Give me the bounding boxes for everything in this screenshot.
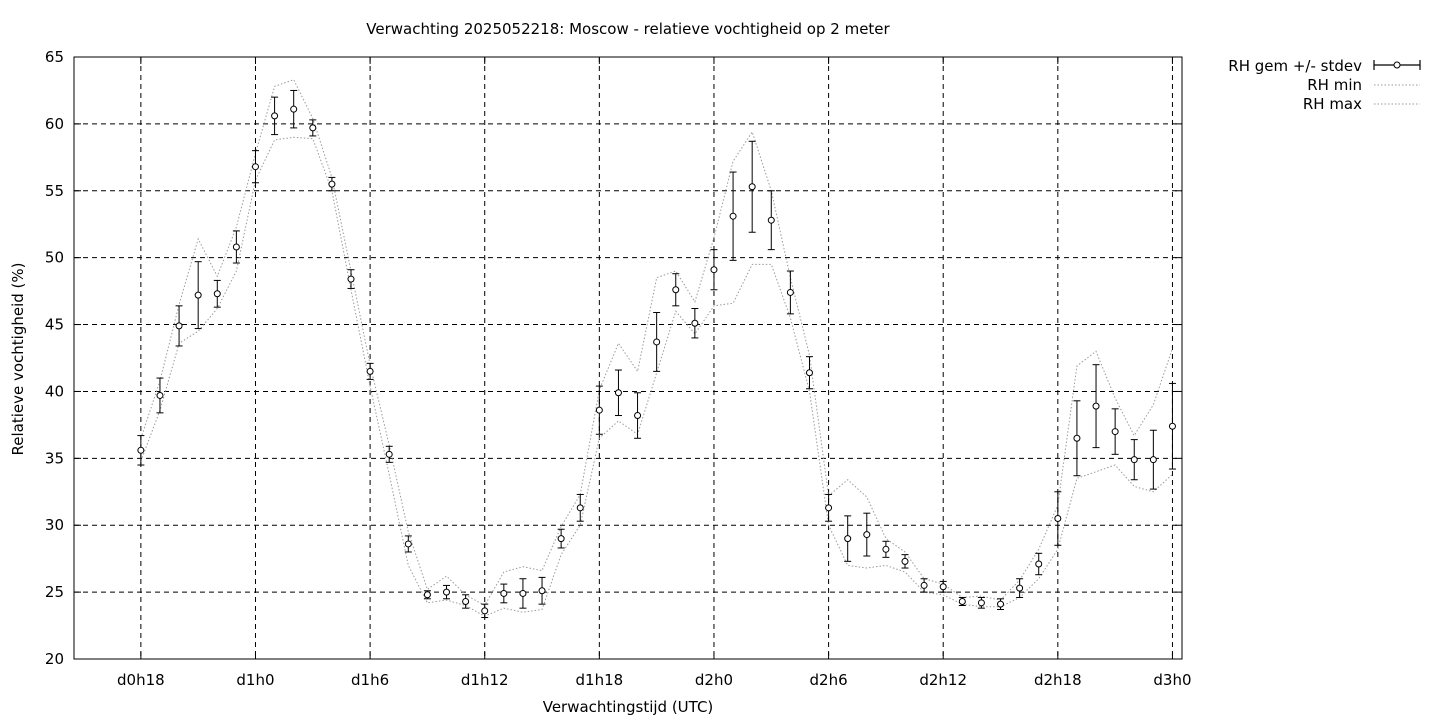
mean-point bbox=[997, 600, 1005, 608]
mean-point bbox=[557, 535, 565, 543]
mean-point bbox=[901, 557, 909, 565]
mean-point bbox=[672, 286, 680, 294]
legend-item-max: RH max bbox=[1303, 95, 1420, 113]
x-tick-label: d1h18 bbox=[576, 671, 624, 689]
mean-point bbox=[691, 319, 699, 327]
mean-point bbox=[1149, 456, 1157, 464]
mean-point bbox=[863, 531, 871, 539]
mean-point bbox=[595, 406, 603, 414]
mean-point bbox=[519, 589, 527, 597]
y-axis-label: Relatieve vochtigheid (%) bbox=[9, 262, 27, 455]
mean-point bbox=[1111, 428, 1119, 436]
mean-point bbox=[653, 338, 661, 346]
y-tick-label: 20 bbox=[45, 650, 64, 668]
mean-point bbox=[767, 216, 775, 224]
mean-point bbox=[939, 583, 947, 591]
legend-label-max: RH max bbox=[1303, 95, 1362, 113]
legend-label-min: RH min bbox=[1307, 76, 1362, 94]
mean-point bbox=[920, 581, 928, 589]
y-tick-label: 45 bbox=[45, 316, 64, 334]
mean-point bbox=[175, 322, 183, 330]
axis-ticks: 20 25 30 35 40 45 50 55 60 65 d0h18 d1h0 d1h6 d1h12 d1… bbox=[45, 48, 1192, 689]
y-tick-label: 35 bbox=[45, 449, 64, 467]
mean-point bbox=[729, 212, 737, 220]
grid-lines bbox=[74, 57, 1182, 659]
mean-point bbox=[710, 266, 718, 274]
x-tick-label: d2h6 bbox=[810, 671, 848, 689]
mean-point bbox=[156, 391, 164, 399]
mean-point bbox=[958, 597, 966, 605]
y-tick-label: 60 bbox=[45, 115, 64, 133]
mean-point bbox=[366, 367, 374, 375]
y-tick-label: 50 bbox=[45, 249, 64, 267]
legend-item-mean: RH gem +/- stdev bbox=[1228, 57, 1421, 75]
mean-point bbox=[328, 180, 336, 188]
x-tick-label: d2h0 bbox=[695, 671, 733, 689]
mean-point bbox=[1092, 402, 1100, 410]
mean-point bbox=[538, 587, 546, 595]
mean-point bbox=[290, 105, 298, 113]
mean-point bbox=[404, 540, 412, 548]
mean-point bbox=[1035, 560, 1043, 568]
mean-point bbox=[137, 446, 145, 454]
y-tick-label: 55 bbox=[45, 182, 64, 200]
y-tick-label: 30 bbox=[45, 516, 64, 534]
rh-mean-series bbox=[137, 89, 1176, 619]
mean-point bbox=[1168, 422, 1176, 430]
mean-point bbox=[634, 412, 642, 420]
legend-swatch-mean-marker bbox=[1393, 61, 1401, 69]
legend-item-min: RH min bbox=[1307, 76, 1420, 94]
chart-title: Verwachting 2025052218: Moscow - relatie… bbox=[366, 20, 890, 38]
x-tick-label: d1h6 bbox=[351, 671, 389, 689]
x-tick-label: d2h18 bbox=[1034, 671, 1082, 689]
rh-min-series bbox=[140, 136, 1173, 617]
mean-point bbox=[786, 288, 794, 296]
legend-label-mean: RH gem +/- stdev bbox=[1228, 57, 1362, 75]
mean-point bbox=[385, 450, 393, 458]
mean-point bbox=[576, 504, 584, 512]
mean-point bbox=[500, 589, 508, 597]
mean-point bbox=[805, 369, 813, 377]
mean-point bbox=[481, 607, 489, 615]
x-axis-label: Verwachtingstijd (UTC) bbox=[543, 698, 714, 716]
mean-point bbox=[1130, 456, 1138, 464]
y-tick-label: 40 bbox=[45, 382, 64, 400]
mean-point bbox=[309, 124, 317, 132]
x-tick-label: d0h18 bbox=[117, 671, 165, 689]
mean-point bbox=[251, 163, 259, 171]
y-tick-label: 25 bbox=[45, 583, 64, 601]
mean-point bbox=[614, 389, 622, 397]
plot-frame bbox=[73, 56, 1183, 660]
mean-point bbox=[825, 504, 833, 512]
mean-point bbox=[977, 599, 985, 607]
mean-point bbox=[423, 591, 431, 599]
x-tick-label: d1h12 bbox=[461, 671, 509, 689]
mean-point bbox=[213, 290, 221, 298]
mean-point bbox=[194, 291, 202, 299]
mean-point bbox=[844, 535, 852, 543]
mean-point bbox=[347, 275, 355, 283]
mean-point bbox=[232, 243, 240, 251]
mean-point bbox=[1054, 515, 1062, 523]
mean-point bbox=[1016, 584, 1024, 592]
mean-point bbox=[1073, 434, 1081, 442]
x-tick-label: d2h12 bbox=[919, 671, 967, 689]
mean-point bbox=[748, 183, 756, 191]
legend: RH gem +/- stdev RH min RH max bbox=[1228, 57, 1421, 113]
mean-point bbox=[882, 545, 890, 553]
x-tick-label: d1h0 bbox=[236, 671, 274, 689]
mean-point bbox=[462, 597, 470, 605]
mean-point bbox=[271, 112, 279, 120]
x-tick-label: d3h0 bbox=[1153, 671, 1191, 689]
y-tick-label: 65 bbox=[45, 48, 64, 66]
rh-min-line bbox=[140, 136, 1173, 617]
mean-point bbox=[443, 588, 451, 596]
